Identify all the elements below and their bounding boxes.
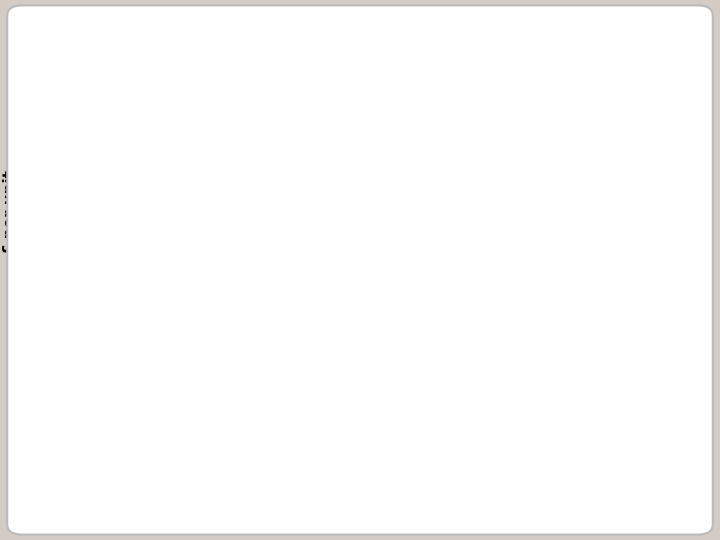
Text: AVC: AVC bbox=[472, 301, 510, 319]
Text: c₀: c₀ bbox=[60, 261, 78, 279]
Text: ATC: ATC bbox=[500, 230, 536, 248]
Bar bbox=[100, 225, 311, 270]
Text: 0: 0 bbox=[72, 471, 84, 489]
Text: £ per unit: £ per unit bbox=[4, 170, 18, 254]
Text: Profit-maximizing quantity: Profit-maximizing quantity bbox=[316, 457, 565, 496]
Text: MC: MC bbox=[356, 137, 384, 154]
Text: D = AR: D = AR bbox=[584, 413, 649, 430]
Text: MR: MR bbox=[300, 409, 329, 427]
Text: Quantity: Quantity bbox=[603, 471, 678, 486]
Text: q₀: q₀ bbox=[302, 471, 321, 489]
Title: The Equilibrium of a Monopoly: The Equilibrium of a Monopoly bbox=[172, 26, 584, 50]
Text: p₀: p₀ bbox=[58, 216, 78, 234]
